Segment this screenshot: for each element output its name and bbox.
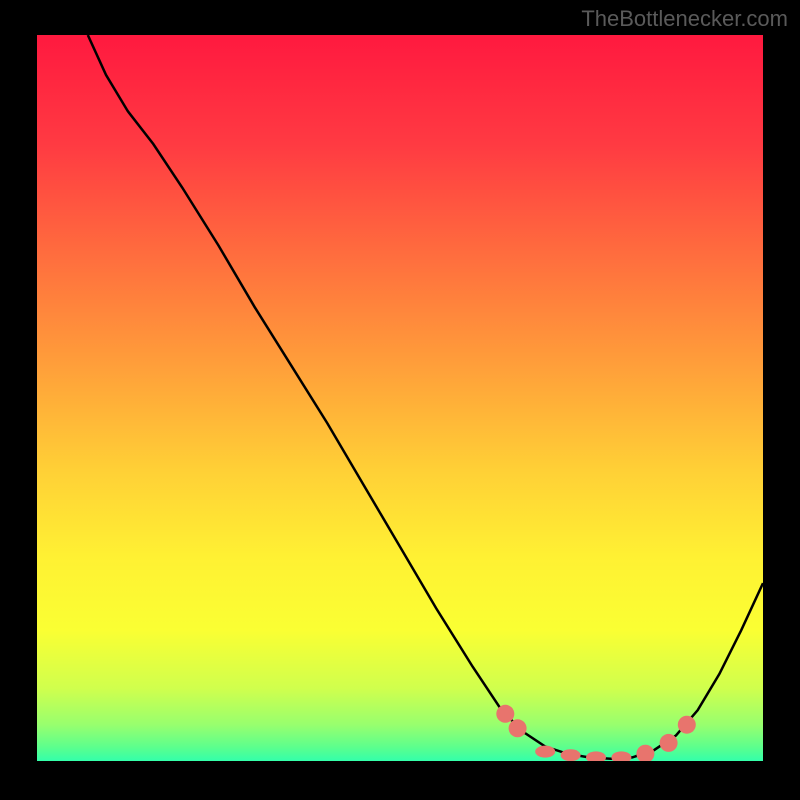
bottleneck-chart [37,35,763,761]
bottleneck-curve [88,35,763,759]
chart-plot [37,35,763,761]
watermark-text: TheBottlenecker.com [581,6,788,32]
